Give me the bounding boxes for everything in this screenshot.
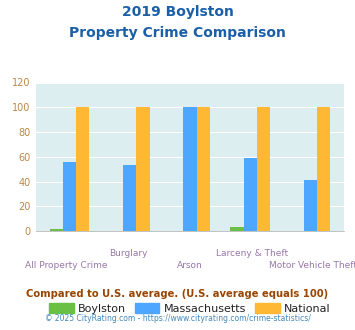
Text: Larceny & Theft: Larceny & Theft (215, 249, 288, 258)
Bar (257, 107, 270, 231)
Bar (123, 165, 136, 231)
Bar (230, 227, 244, 231)
Bar (317, 107, 330, 231)
Text: Property Crime Comparison: Property Crime Comparison (69, 26, 286, 40)
Text: All Property Crime: All Property Crime (25, 261, 108, 270)
Legend: Boylston, Massachusetts, National: Boylston, Massachusetts, National (45, 299, 335, 318)
Bar (244, 158, 257, 231)
Bar (50, 228, 63, 231)
Bar (76, 107, 89, 231)
Text: Arson: Arson (177, 261, 203, 270)
Bar (197, 107, 210, 231)
Text: Compared to U.S. average. (U.S. average equals 100): Compared to U.S. average. (U.S. average … (26, 289, 329, 299)
Text: © 2025 CityRating.com - https://www.cityrating.com/crime-statistics/: © 2025 CityRating.com - https://www.city… (45, 314, 310, 323)
Text: Burglary: Burglary (109, 249, 147, 258)
Bar (183, 107, 197, 231)
Text: Motor Vehicle Theft: Motor Vehicle Theft (269, 261, 355, 270)
Text: 2019 Boylston: 2019 Boylston (121, 5, 234, 19)
Bar (136, 107, 149, 231)
Bar (304, 180, 317, 231)
Bar (63, 162, 76, 231)
